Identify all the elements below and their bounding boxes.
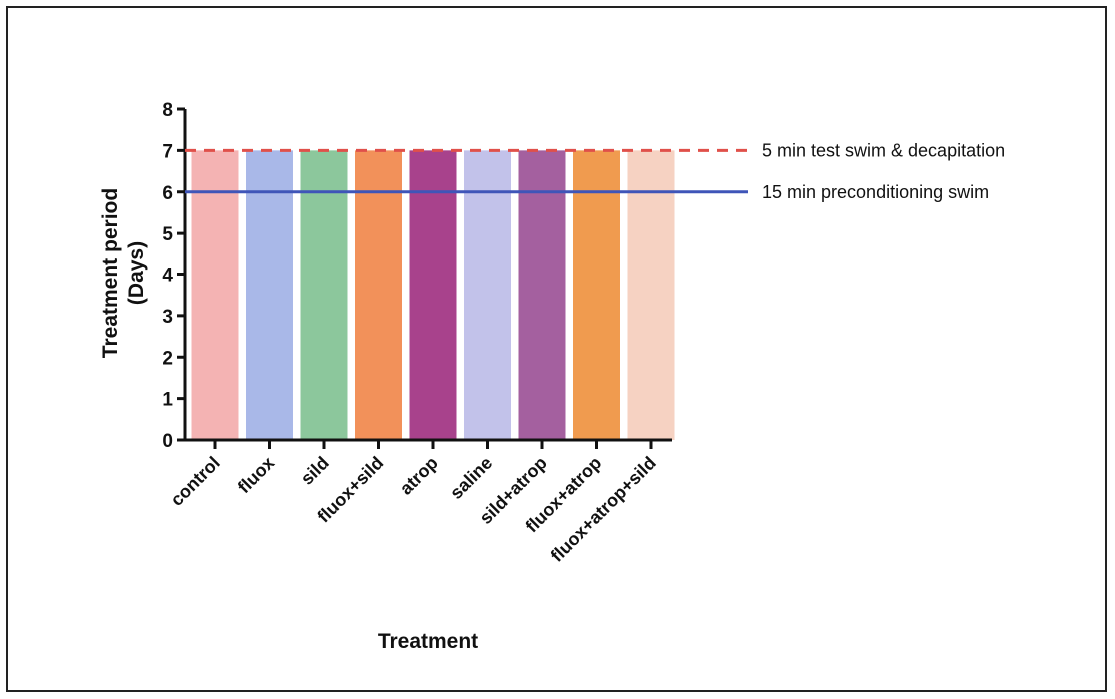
bar-fluox-plus-sild	[355, 150, 402, 440]
x-category-label: control	[167, 453, 224, 510]
y-tick-label: 6	[162, 183, 173, 204]
bar-sild	[301, 150, 348, 440]
bars-group	[192, 150, 675, 440]
y-tick-label: 4	[162, 266, 173, 287]
x-axis-title: Treatment	[378, 630, 478, 653]
bar-saline	[464, 150, 511, 440]
y-tick-label: 8	[162, 100, 173, 121]
x-category-label: saline	[446, 453, 496, 503]
bar-atrop	[410, 150, 457, 440]
y-tick-label: 0	[162, 431, 173, 452]
y-tick-label: 7	[162, 141, 173, 162]
x-category-label: fluox+atrop+sild	[547, 453, 660, 566]
y-tick-label: 3	[162, 307, 173, 328]
x-category-label: fluox	[234, 453, 279, 498]
reference-line-label-1: 5 min test swim & decapitation	[762, 140, 1005, 160]
y-tick-label: 2	[162, 348, 173, 369]
x-category-label: sild	[297, 453, 333, 489]
y-tick-label: 1	[162, 390, 173, 411]
x-category-label: atrop	[396, 453, 442, 499]
y-axis-title-line-1: Treatment period	[99, 188, 122, 358]
bar-fluox-plus-atrop	[573, 150, 620, 440]
y-axis-title-line-2: (Days)	[125, 241, 148, 305]
reference-line-label-2: 15 min preconditioning swim	[762, 182, 989, 202]
bar-fluox-plus-atrop-plus-sild	[628, 150, 675, 440]
bar-control	[192, 150, 239, 440]
bar-sild-plus-atrop	[519, 150, 566, 440]
bar-fluox	[246, 150, 293, 440]
y-tick-label: 5	[162, 224, 173, 245]
